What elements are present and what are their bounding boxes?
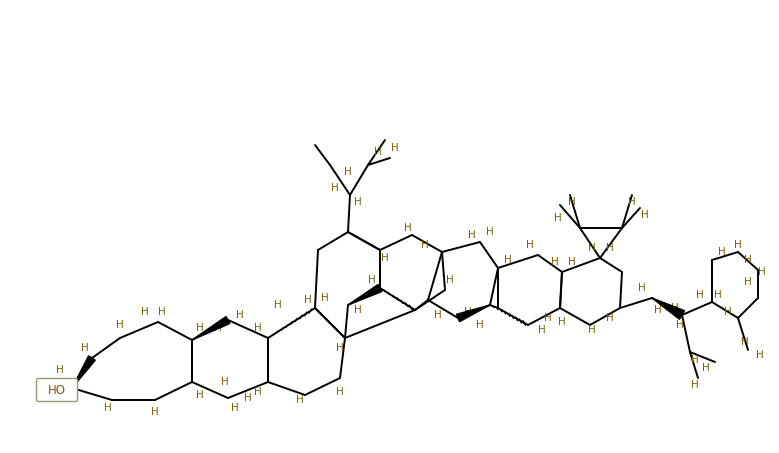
Text: H: H <box>486 227 494 237</box>
Text: H: H <box>391 143 399 153</box>
Text: H: H <box>434 310 442 320</box>
Text: H: H <box>638 283 646 293</box>
Text: H: H <box>744 255 752 265</box>
Text: H: H <box>321 293 329 303</box>
Text: H: H <box>676 320 684 330</box>
Text: H: H <box>744 277 752 287</box>
FancyBboxPatch shape <box>37 379 77 401</box>
Text: H: H <box>758 267 766 277</box>
Text: H: H <box>151 407 159 417</box>
Text: H: H <box>702 363 710 373</box>
Text: H: H <box>718 247 726 257</box>
Text: H: H <box>654 305 662 315</box>
Text: H: H <box>551 257 559 267</box>
Text: H: H <box>104 403 112 413</box>
Text: H: H <box>606 243 614 253</box>
Polygon shape <box>348 284 382 305</box>
Text: H: H <box>641 210 649 220</box>
Text: H: H <box>476 320 484 330</box>
Text: H: H <box>231 403 239 413</box>
Text: H: H <box>504 255 512 265</box>
Text: H: H <box>374 147 382 157</box>
Text: H: H <box>691 380 699 390</box>
Text: H: H <box>538 325 546 335</box>
Text: H: H <box>724 307 732 317</box>
Text: H: H <box>568 257 576 267</box>
Polygon shape <box>652 298 685 319</box>
Text: H: H <box>628 197 636 207</box>
Text: H: H <box>254 323 262 333</box>
Text: H: H <box>421 240 429 250</box>
Text: H: H <box>588 325 596 335</box>
Text: H: H <box>196 390 204 400</box>
Text: H: H <box>81 343 89 353</box>
Text: H: H <box>446 275 454 285</box>
Text: H: H <box>354 197 362 207</box>
Text: H: H <box>336 387 344 397</box>
Text: H: H <box>464 307 472 317</box>
Text: H: H <box>296 395 304 405</box>
Text: H: H <box>274 300 282 310</box>
Text: H: H <box>56 365 64 375</box>
Text: H: H <box>141 307 149 317</box>
Text: H: H <box>158 307 166 317</box>
Text: H: H <box>558 317 566 327</box>
Text: H: H <box>606 313 614 323</box>
Text: HO: HO <box>48 384 66 396</box>
Text: H: H <box>404 223 412 233</box>
Polygon shape <box>456 305 490 322</box>
Text: H: H <box>368 275 376 285</box>
Text: H: H <box>671 303 679 313</box>
Text: H: H <box>254 387 262 397</box>
Text: H: H <box>196 323 204 333</box>
Text: H: H <box>336 343 344 353</box>
Text: H: H <box>354 305 362 315</box>
Text: H: H <box>381 253 389 263</box>
Text: H: H <box>691 355 699 365</box>
Text: H: H <box>221 377 229 387</box>
Text: H: H <box>344 167 352 177</box>
Text: H: H <box>116 320 124 330</box>
Text: H: H <box>741 337 749 347</box>
Text: H: H <box>56 385 64 395</box>
Text: H: H <box>544 313 552 323</box>
Text: H: H <box>331 183 339 193</box>
Text: H: H <box>244 393 252 403</box>
Text: H: H <box>714 290 722 300</box>
Text: H: H <box>696 290 704 300</box>
Polygon shape <box>72 356 95 388</box>
Text: H: H <box>468 230 476 240</box>
Text: H: H <box>526 240 534 250</box>
Text: H: H <box>554 213 562 223</box>
Text: H: H <box>304 295 312 305</box>
Text: H: H <box>568 197 576 207</box>
Text: H: H <box>734 240 742 250</box>
Text: H: H <box>236 310 244 320</box>
Polygon shape <box>192 317 230 340</box>
Text: H: H <box>588 243 596 253</box>
Text: H: H <box>214 323 222 333</box>
Text: H: H <box>756 350 764 360</box>
